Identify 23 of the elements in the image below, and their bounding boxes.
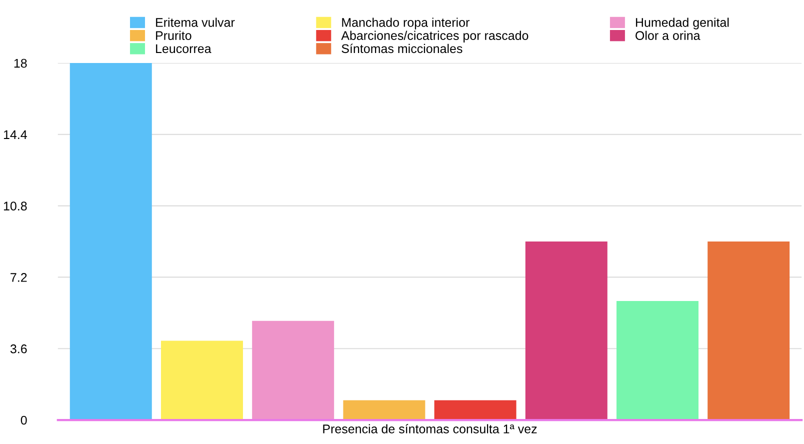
bar <box>343 400 426 420</box>
y-tick-label: 10.8 <box>4 202 27 210</box>
y-tick-label: 7.2 <box>10 273 27 282</box>
legend-label: Leucorrea <box>156 44 212 54</box>
bar <box>525 242 608 420</box>
legend-label: Abarciones/cicatrices por rascado <box>341 30 528 42</box>
legend-label: Eritema vulvar <box>156 18 235 27</box>
bar <box>616 301 698 420</box>
legend-label: Prurito <box>156 30 192 40</box>
bar <box>70 63 152 420</box>
y-tick-label: 0 <box>20 416 27 425</box>
y-tick-label: 3.6 <box>10 344 27 354</box>
x-tick-label: Presencia de síntomas consulta 1ª vez <box>323 424 537 434</box>
legend-label: Olor a orina <box>636 30 700 40</box>
legend-label: Humedad genital <box>636 18 729 30</box>
bar <box>252 320 334 420</box>
legend-label: Síntomas miccionales <box>342 44 462 54</box>
bar <box>708 242 790 420</box>
y-tick-label: 18 <box>14 58 27 68</box>
y-tick-label: 14.4 <box>4 130 27 139</box>
bar <box>434 400 516 420</box>
legend-label: Manchado ropa interior <box>342 18 470 30</box>
bar <box>160 340 243 420</box>
